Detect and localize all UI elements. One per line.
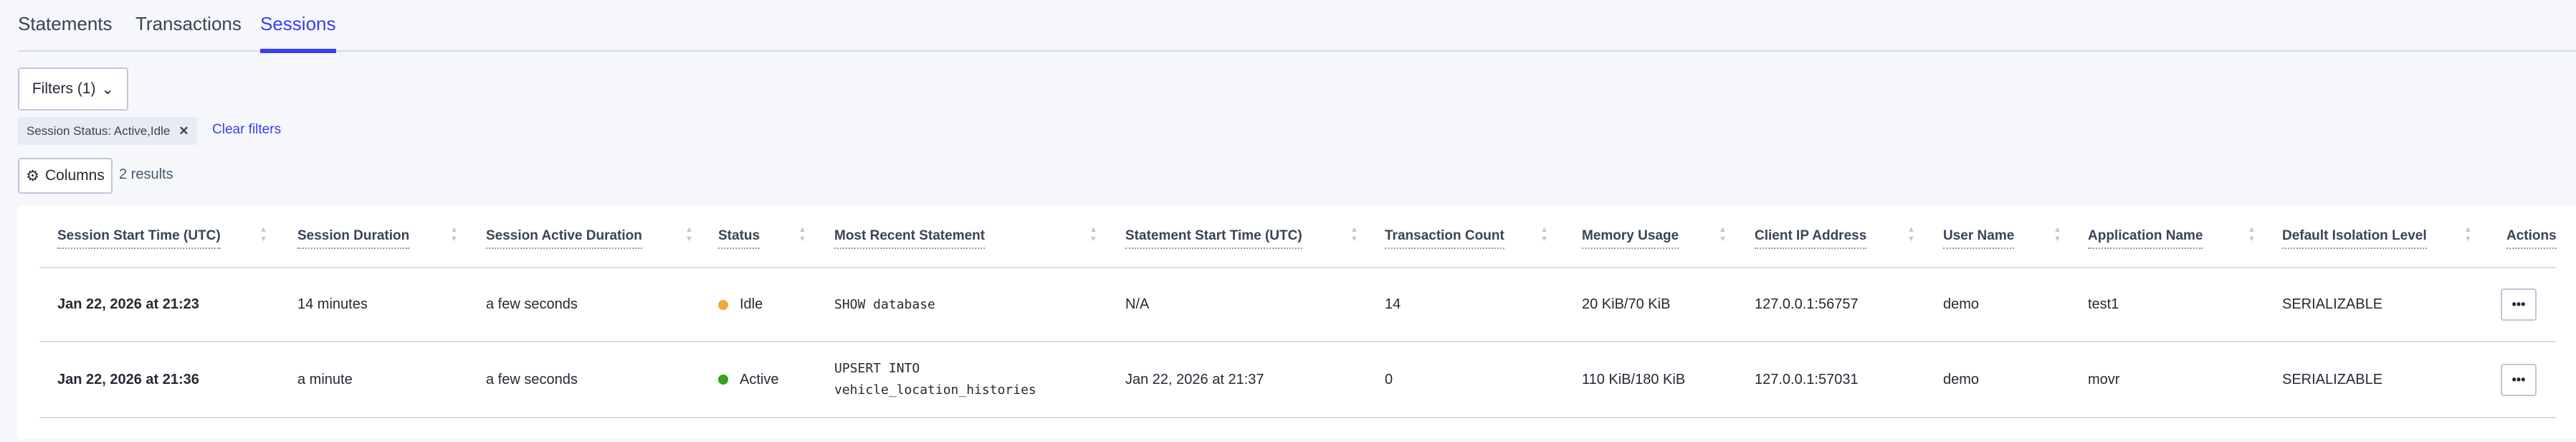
column-header-label: Most Recent Statement [834, 228, 986, 249]
column-header-label: Default Isolation Level [2282, 228, 2427, 249]
column-header-label: Session Start Time (UTC) [57, 228, 221, 249]
more-actions-button[interactable]: ••• [2501, 363, 2537, 396]
cell-user: demo [1943, 296, 1980, 312]
cell-app: test1 [2088, 296, 2119, 312]
sort-icon[interactable]: ▲ ▼ [2248, 225, 2256, 243]
cell-memory: 20 KiB/70 KiB [1582, 296, 1671, 312]
tab-transactions[interactable]: Transactions [135, 13, 242, 34]
status-label: Idle [740, 296, 763, 312]
sessions-table: Session Start Time (UTC) ▲ ▼ Session Durati… [18, 205, 2576, 439]
column-header[interactable]: Actions [2506, 228, 2564, 249]
sort-icon[interactable]: ▲ ▼ [1907, 225, 1915, 243]
column-header-label: Status [718, 228, 760, 249]
cell-actions: ••• [2501, 288, 2564, 321]
column-header[interactable]: Memory Usage ▲ ▼ [1582, 225, 1755, 249]
more-actions-button[interactable]: ••• [2501, 288, 2537, 321]
columns-label: Columns [44, 167, 105, 184]
column-header-label: Actions [2506, 228, 2557, 249]
column-header[interactable]: Status ▲ ▼ [718, 225, 834, 249]
column-header-label: Statement Start Time (UTC) [1125, 228, 1302, 249]
cell-ip: 127.0.0.1:57031 [1755, 371, 1859, 387]
table-row[interactable]: Jan 22, 2026 at 21:23 14 minutes a few sec… [39, 268, 2556, 342]
table-row[interactable]: Jan 22, 2026 at 21:36 a minute a few secon… [39, 342, 2556, 418]
status-label: Active [740, 371, 779, 387]
cell-active-duration: a few seconds [486, 296, 578, 312]
column-header-label: Session Active Duration [486, 228, 642, 249]
column-header[interactable]: Default Isolation Level ▲ ▼ [2282, 225, 2506, 249]
column-header[interactable]: Client IP Address ▲ ▼ [1755, 225, 1943, 249]
cell-start: Jan 22, 2026 at 21:36 [57, 371, 199, 387]
cell-txn-count: 14 [1385, 296, 1401, 312]
column-header[interactable]: User Name ▲ ▼ [1943, 225, 2088, 249]
table-header: Session Start Time (UTC) ▲ ▼ Session Durati… [39, 205, 2557, 268]
column-header[interactable]: Session Active Duration ▲ ▼ [486, 225, 718, 249]
column-header-label: Client IP Address [1755, 228, 1867, 249]
column-header[interactable]: Session Duration ▲ ▼ [297, 225, 486, 249]
cell-isolation: SERIALIZABLE [2282, 296, 2383, 312]
column-header[interactable]: Session Start Time (UTC) ▲ ▼ [57, 225, 297, 249]
close-icon[interactable]: ✕ [178, 123, 189, 138]
cell-duration: 14 minutes [297, 296, 368, 312]
filter-chip-label: Session Status: Active,Idle [27, 123, 171, 138]
cell-ip: 127.0.0.1:56757 [1755, 296, 1859, 312]
column-header[interactable]: Most Recent Statement ▲ ▼ [834, 225, 1125, 249]
cell-statement: UPSERT INTO vehicle_location_histories [834, 361, 1036, 398]
cell-start: Jan 22, 2026 at 21:23 [57, 296, 199, 312]
tab-statements[interactable]: Statements [18, 13, 113, 34]
sort-icon[interactable]: ▲ ▼ [2464, 225, 2472, 243]
filters-label: Filters (1) [32, 80, 96, 97]
clear-filters-link[interactable]: Clear filters [212, 122, 282, 137]
column-header-label: Session Duration [297, 228, 410, 249]
chevron-down-icon: ⌄ [101, 80, 115, 98]
status-dot-icon [718, 375, 728, 385]
cell-actions: ••• [2501, 363, 2564, 396]
cell-status: Active [718, 372, 834, 388]
filter-chip: Session Status: Active,Idle ✕ [18, 117, 197, 145]
column-header[interactable]: Statement Start Time (UTC) ▲ ▼ [1125, 225, 1385, 249]
cell-txn-count: 0 [1385, 371, 1393, 387]
cell-app: movr [2088, 371, 2120, 387]
results-count: 2 results [119, 166, 173, 182]
sort-icon[interactable]: ▲ ▼ [1719, 225, 1727, 243]
sort-icon[interactable]: ▲ ▼ [1350, 225, 1358, 243]
cell-statement: SHOW database [834, 296, 935, 312]
cell-isolation: SERIALIZABLE [2282, 371, 2383, 387]
columns-button[interactable]: ⚙ Columns [18, 158, 113, 194]
cell-memory: 110 KiB/180 KiB [1582, 371, 1686, 387]
tab-sessions[interactable]: Sessions [260, 13, 336, 53]
sort-icon[interactable]: ▲ ▼ [450, 225, 458, 243]
tab-bar: Statements Transactions Sessions [18, 0, 2576, 53]
cell-stmt-start: N/A [1125, 296, 1150, 312]
cell-active-duration: a few seconds [486, 371, 578, 387]
column-header[interactable]: Application Name ▲ ▼ [2088, 225, 2282, 249]
sort-icon[interactable]: ▲ ▼ [798, 225, 806, 243]
column-header-label: User Name [1943, 228, 2015, 249]
column-header-label: Transaction Count [1385, 228, 1504, 249]
sort-icon[interactable]: ▲ ▼ [685, 225, 693, 243]
sort-icon[interactable]: ▲ ▼ [1089, 225, 1097, 243]
sort-icon[interactable]: ▲ ▼ [259, 225, 267, 243]
cell-stmt-start: Jan 22, 2026 at 21:37 [1125, 371, 1264, 387]
sort-icon[interactable]: ▲ ▼ [2053, 225, 2061, 243]
cell-status: Idle [718, 296, 834, 313]
filters-button[interactable]: Filters (1) ⌄ [18, 67, 128, 110]
column-header-label: Memory Usage [1582, 228, 1679, 249]
gear-icon: ⚙ [26, 167, 39, 184]
column-header[interactable]: Transaction Count ▲ ▼ [1385, 225, 1582, 249]
column-header-label: Application Name [2088, 228, 2203, 249]
cell-user: demo [1943, 371, 1980, 387]
sort-icon[interactable]: ▲ ▼ [1540, 225, 1548, 243]
cell-duration: a minute [297, 371, 353, 387]
status-dot-icon [718, 299, 728, 310]
